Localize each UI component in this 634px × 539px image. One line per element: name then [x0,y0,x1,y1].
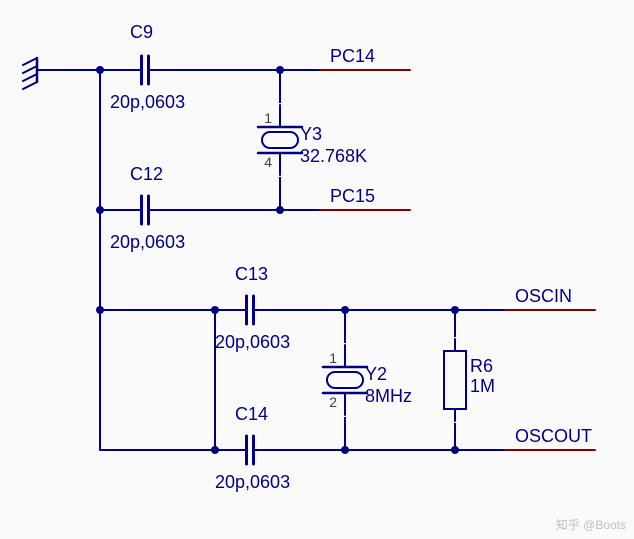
svg-text:C9: C9 [130,22,153,42]
svg-text:32.768K: 32.768K [300,146,367,166]
svg-text:C14: C14 [235,404,268,424]
svg-text:20p,0603: 20p,0603 [110,92,185,112]
watermark-text: 知乎 @Boots [556,516,626,533]
svg-text:R6: R6 [470,356,493,376]
svg-text:C13: C13 [235,264,268,284]
svg-text:4: 4 [264,154,272,170]
svg-text:OSCIN: OSCIN [515,286,572,306]
svg-text:1: 1 [329,350,337,366]
svg-text:Y3: Y3 [300,124,322,144]
svg-text:20p,0603: 20p,0603 [215,472,290,492]
svg-text:1M: 1M [470,376,495,396]
svg-text:C12: C12 [130,164,163,184]
svg-text:8MHz: 8MHz [365,386,412,406]
svg-text:OSCOUT: OSCOUT [515,426,592,446]
svg-text:1: 1 [264,110,272,126]
svg-text:20p,0603: 20p,0603 [110,232,185,252]
svg-text:PC14: PC14 [330,46,375,66]
svg-text:PC15: PC15 [330,186,375,206]
schematic-canvas: C9 20p,0603 C12 20p,0603 C13 20p,0603 C14 20p,0… [0,0,634,539]
svg-text:Y2: Y2 [365,364,387,384]
svg-text:20p,0603: 20p,0603 [215,332,290,352]
svg-text:2: 2 [329,394,337,410]
